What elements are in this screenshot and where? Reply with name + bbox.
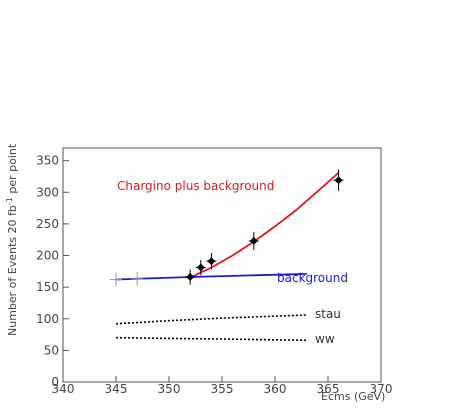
- data-point-marker: [207, 257, 216, 266]
- y-tick-label: 350: [36, 154, 59, 168]
- x-tick-label: 370: [370, 382, 393, 396]
- y-tick-label: 50: [44, 343, 59, 357]
- data-point-marker: [334, 176, 343, 185]
- chargino-plus-background-curve: [189, 172, 340, 279]
- curves: [115, 172, 340, 342]
- stau-curve: [115, 314, 307, 325]
- ww-curve-label: ww: [315, 332, 335, 346]
- x-tick-label: 345: [105, 382, 128, 396]
- x-tick-label: 365: [317, 382, 340, 396]
- x-tick-label: 340: [52, 382, 75, 396]
- y-axis-title-exponent: -1: [5, 197, 14, 205]
- background-curve-label: background: [277, 271, 348, 285]
- y-tick-label: 250: [36, 217, 59, 231]
- y-tick-label: 200: [36, 249, 59, 263]
- x-tick-label: 360: [264, 382, 287, 396]
- signal-curve-label: Chargino plus background: [117, 179, 274, 193]
- y-axis-title-suffix: per point: [6, 143, 19, 197]
- y-tick-label: 100: [36, 312, 59, 326]
- x-tick-label: 355: [211, 382, 234, 396]
- x-tick-label: 350: [158, 382, 181, 396]
- y-tick-label: 0: [51, 375, 59, 389]
- axis-ticks: 340 345 350 355 360 365 370 0 50 100 150 200 250 300 3…: [36, 154, 392, 396]
- y-axis-title: Number of Events 20 fb-1 per point: [5, 143, 19, 336]
- data-points: [110, 169, 344, 287]
- data-point-marker: [196, 263, 205, 272]
- data-point-marker: [249, 236, 258, 245]
- stau-curve-label: stau: [315, 307, 341, 321]
- y-tick-label: 150: [36, 280, 59, 294]
- y-tick-label: 300: [36, 185, 59, 199]
- y-axis-title-main: Number of Events 20 fb: [6, 205, 19, 336]
- x-axis-title: Ecms (GeV): [321, 390, 385, 403]
- ww-curve: [115, 336, 307, 342]
- data-point-marker: [186, 273, 195, 282]
